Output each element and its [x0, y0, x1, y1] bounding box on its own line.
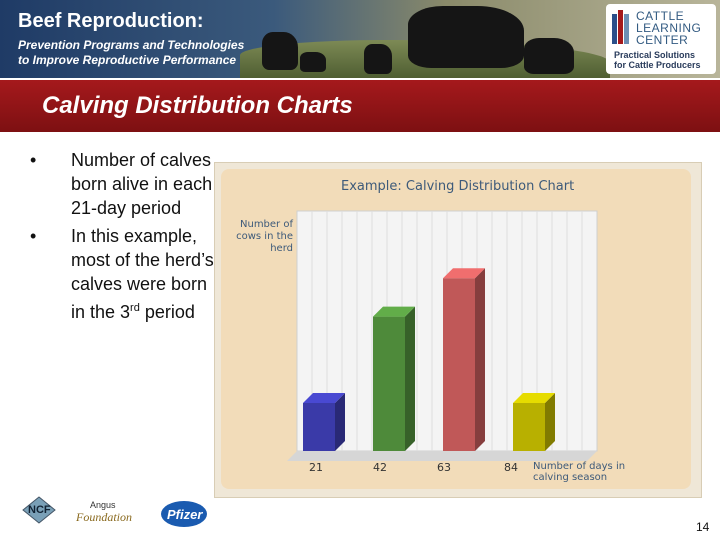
chart-panel: Example: Calving Distribution Chart Numb… [221, 169, 691, 489]
y-axis-label: Number of cows in the herd [236, 219, 293, 254]
logo-line2: LEARNING [636, 21, 702, 35]
ncf-logo: NCF [22, 496, 56, 524]
pfizer-logo-icon [161, 501, 207, 527]
pfizer-text: Pfizer [167, 507, 203, 522]
banner-subtitle-line1: Prevention Programs and Technologies [18, 38, 245, 52]
ncf-logo-text: NCF [28, 504, 51, 516]
bullet-text-suffix: period [144, 302, 195, 322]
chart-frame: Example: Calving Distribution Chart Numb… [214, 162, 702, 498]
bar-top [443, 268, 485, 279]
bar-21 [303, 393, 345, 451]
cow-image [300, 52, 326, 72]
bar-top [373, 306, 415, 317]
bullet-icon: • [30, 226, 37, 246]
x-tick-label: 21 [309, 461, 323, 474]
logo-line3: CENTER [636, 33, 689, 47]
x-tick-label: 42 [373, 461, 387, 474]
bar-chart [287, 210, 598, 461]
chart-title: Example: Calving Distribution Chart [341, 179, 575, 194]
cattle-learning-center-logo: CATTLE LEARNING CENTER Practical Solutio… [606, 4, 716, 74]
foundation-text: Foundation [76, 510, 132, 524]
ncf-logo-icon [22, 496, 56, 524]
header-banner: Beef Reproduction: Prevention Programs a… [0, 0, 720, 78]
x-tick-label: 84 [504, 461, 518, 474]
logo-tagline2: for Cattle Producers [614, 60, 701, 70]
cow-image [364, 44, 392, 74]
cow-image [524, 38, 574, 74]
bar-front [373, 316, 405, 451]
chart-floor [287, 451, 597, 461]
pfizer-logo: Pfizer [160, 500, 208, 528]
bar-side [545, 393, 555, 451]
bullet-item: • Number of calves born alive in each 21… [30, 148, 220, 220]
banner-subtitle-line2: to Improve Reproductive Performance [18, 53, 237, 67]
bar-front [443, 278, 475, 451]
cow-image [262, 32, 298, 70]
bullet-list: • Number of calves born alive in each 21… [30, 148, 220, 324]
bullet-text: Number of calves born alive in each 21-d… [71, 150, 213, 218]
title-bar: Calving Distribution Charts [0, 80, 720, 132]
logo-tagline1: Practical Solutions [614, 50, 696, 60]
bullet-item: • In this example, most of the herd’s ca… [30, 224, 220, 324]
cow-image [408, 6, 524, 68]
bullet-superscript: rd [130, 302, 140, 314]
bar-84 [513, 393, 555, 451]
banner-title: Beef Reproduction: [18, 10, 204, 32]
bar-side [475, 268, 485, 451]
x-axis-label: Number of days in calving season [533, 461, 626, 483]
angus-foundation-logo: Angus Foundation [76, 500, 146, 526]
bullet-icon: • [30, 150, 37, 170]
bar-side [335, 393, 345, 451]
bar-63 [443, 268, 485, 451]
logo-line1: CATTLE [636, 9, 685, 23]
x-tick-label: 63 [437, 461, 451, 474]
bar-top [513, 393, 555, 403]
bar-front [303, 403, 335, 451]
bullet-text: In this example, most of the herd’s calv… [71, 226, 214, 322]
bar-side [405, 306, 415, 451]
bar-top [303, 393, 345, 403]
angus-text: Angus [90, 500, 116, 510]
bar-42 [373, 306, 415, 451]
bar-front [513, 403, 545, 451]
logo-tagline: Practical Solutions for Cattle Producers [614, 50, 701, 70]
slide-title: Calving Distribution Charts [42, 92, 353, 119]
page-number: 14 [696, 520, 710, 534]
